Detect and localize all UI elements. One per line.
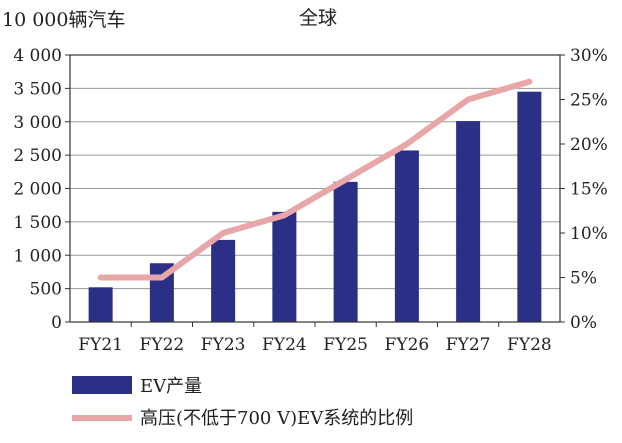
x-tick-label: FY21 xyxy=(78,335,123,355)
bar xyxy=(394,150,419,322)
x-tick-label: FY27 xyxy=(446,335,491,355)
y-tick-label: 500 xyxy=(30,280,62,300)
bar-series xyxy=(88,91,542,323)
x-tick-label: FY22 xyxy=(140,335,185,355)
y-tick-label: 1 000 xyxy=(13,246,62,266)
y2-tick-label: 20% xyxy=(570,135,608,155)
chart-title: 全球 xyxy=(299,7,337,29)
legend-label-high-voltage-share: 高压(不低于700 V)EV系统的比例 xyxy=(140,408,413,429)
x-tick-label: FY25 xyxy=(323,335,368,355)
line-series xyxy=(97,78,533,281)
x-tick-label: FY24 xyxy=(262,335,307,355)
y-tick-label: 2 000 xyxy=(13,180,62,200)
axes: 0 500 1 000 1 500 2 000 2 500 3 000 3 500 4 000 0… xyxy=(13,46,607,355)
y2-tick-label: 15% xyxy=(570,180,608,200)
x-tick-label: FY26 xyxy=(385,335,430,355)
y-axis-label: 10 000辆汽车 xyxy=(2,9,125,31)
bar xyxy=(211,239,236,322)
bar xyxy=(517,91,542,323)
y2-tick-label: 25% xyxy=(570,91,608,111)
y2-tick-label: 10% xyxy=(570,224,608,244)
gridlines xyxy=(70,54,560,290)
y2-tick-label: 30% xyxy=(570,46,608,66)
y-tick-label: 2 500 xyxy=(13,146,62,166)
legend: EV产量 高压(不低于700 V)EV系统的比例 xyxy=(72,376,413,429)
bar xyxy=(333,181,358,322)
y-tick-label: 0 xyxy=(51,313,62,333)
y2-tick-label: 0% xyxy=(570,313,597,333)
y-tick-label: 4 000 xyxy=(13,46,62,66)
legend-label-ev-production: EV产量 xyxy=(140,376,202,397)
bar xyxy=(88,287,113,322)
bar xyxy=(272,211,297,322)
legend-swatch-ev-production xyxy=(72,376,132,394)
y2-tick-label: 5% xyxy=(570,269,597,289)
line-series-path xyxy=(97,78,533,281)
x-tick-label: FY28 xyxy=(507,335,552,355)
y-tick-label: 1 500 xyxy=(13,213,62,233)
bar xyxy=(456,121,481,323)
x-tick-label: FY23 xyxy=(201,335,246,355)
y-tick-label: 3 500 xyxy=(13,79,62,99)
y-tick-label: 3 000 xyxy=(13,113,62,133)
